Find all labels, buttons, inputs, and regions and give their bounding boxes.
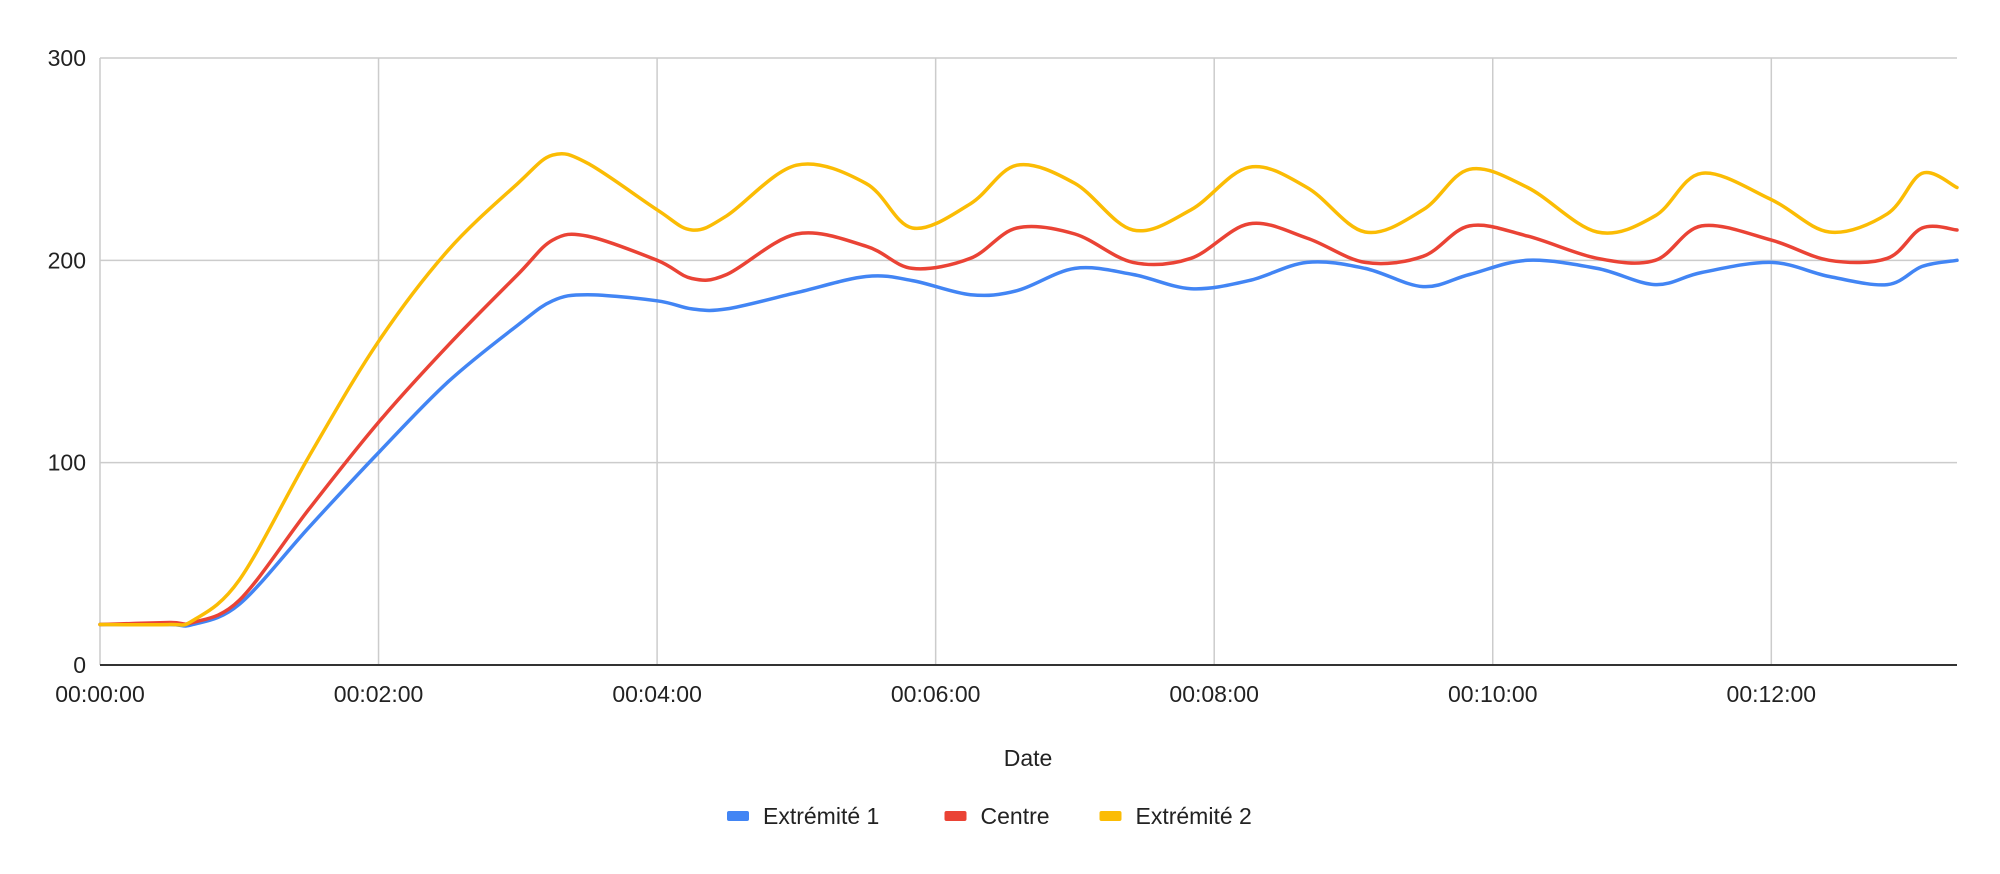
x-tick-label: 00:08:00 xyxy=(1169,681,1259,707)
x-tick-label: 00:04:00 xyxy=(612,681,702,707)
legend-label: Centre xyxy=(981,803,1050,829)
x-tick-label: 00:00:00 xyxy=(55,681,145,707)
axes xyxy=(99,58,1957,666)
legend-item-1: Extrémité 1 xyxy=(727,803,879,829)
tick-labels: 0 100 200 300 00:00:00 00:02:00 00:04:00 00:06:… xyxy=(48,45,1816,707)
legend-swatch xyxy=(944,811,967,821)
x-tick-label: 00:10:00 xyxy=(1448,681,1538,707)
gridlines xyxy=(100,57,1957,665)
y-tick-label: 200 xyxy=(48,247,86,273)
x-tick-label: 00:02:00 xyxy=(334,681,424,707)
legend-item-2: Centre xyxy=(944,803,1050,829)
series-line-1 xyxy=(98,258,1959,628)
legend-item-3: Extrémité 2 xyxy=(1099,803,1252,829)
series-line-2 xyxy=(98,221,1959,627)
y-tick-label: 0 xyxy=(73,652,86,678)
x-tick-label: 00:12:00 xyxy=(1727,681,1817,707)
y-tick-label: 300 xyxy=(48,45,86,71)
series-line-3 xyxy=(98,151,1959,627)
legend-label: Extrémité 2 xyxy=(1136,803,1252,829)
y-tick-label: 100 xyxy=(48,450,86,476)
x-tick-label: 00:06:00 xyxy=(891,681,981,707)
legend-swatch xyxy=(1099,811,1122,821)
x-axis-title: Date xyxy=(1004,745,1053,771)
legend: Extrémité 1 Centre Extrémité 2 xyxy=(727,803,1252,829)
legend-swatch xyxy=(727,811,749,821)
legend-label: Extrémité 1 xyxy=(763,803,879,829)
series-lines xyxy=(98,151,1959,628)
